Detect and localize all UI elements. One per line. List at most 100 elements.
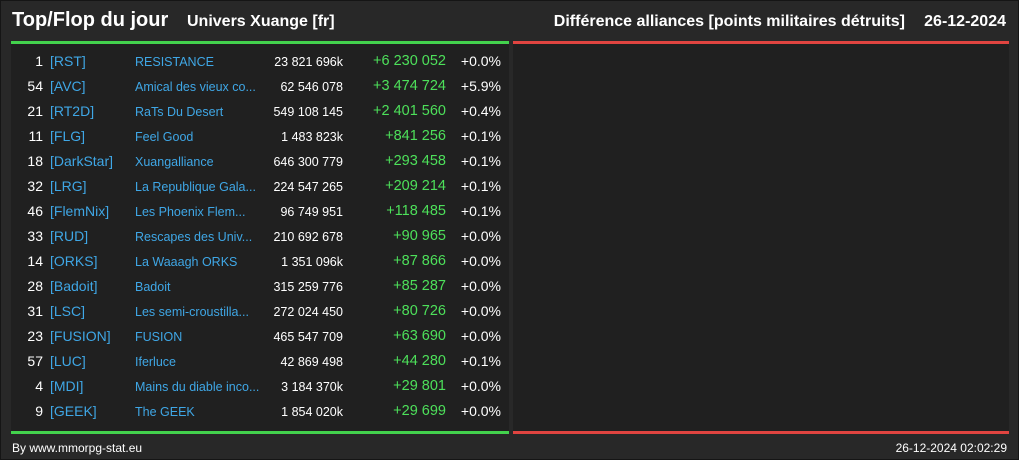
difference-cell: +6 230 052 <box>373 53 446 69</box>
points-cell: 224 547 265 <box>273 180 343 194</box>
alliance-name-link[interactable]: La Republique Gala... <box>135 180 256 194</box>
difference-cell: +44 280 <box>393 353 446 369</box>
alliance-name-link[interactable]: Xuangalliance <box>135 155 214 169</box>
table-row: 23 [FUSION] FUSION 465 547 709 +63 690 +0.0% <box>11 324 509 349</box>
table-row: 18 [DarkStar] Xuangalliance 646 300 779 +293… <box>11 149 509 174</box>
rank-cell: 54 <box>27 78 43 94</box>
rank-cell: 11 <box>28 128 43 144</box>
alliance-name-link[interactable]: Amical des vieux co... <box>135 80 256 94</box>
percent-cell: +0.0% <box>460 328 501 344</box>
points-cell: 549 108 145 <box>273 105 343 119</box>
percent-cell: +0.4% <box>460 103 501 119</box>
alliance-tag-link[interactable]: [MDI] <box>50 378 84 394</box>
alliance-tag-link[interactable]: [RT2D] <box>50 103 95 119</box>
alliance-name-link[interactable]: Rescapes des Univ... <box>135 230 253 244</box>
table-row: 21 [RT2D] RaTs Du Desert 549 108 145 +2 401 … <box>11 99 509 124</box>
difference-cell: +209 214 <box>385 178 446 194</box>
table-row: 14 [ORKS] La Waaagh ORKS 1 351 096k +87 866 +… <box>11 249 509 274</box>
alliance-name-link[interactable]: Mains du diable inco... <box>135 380 260 394</box>
flop-panel <box>513 41 1009 434</box>
percent-cell: +0.1% <box>460 178 501 194</box>
alliance-tag-link[interactable]: [AVC] <box>50 78 86 94</box>
percent-cell: +0.0% <box>460 278 501 294</box>
rank-cell: 21 <box>27 103 43 119</box>
difference-cell: +29 699 <box>393 403 446 419</box>
percent-cell: +0.1% <box>460 153 501 169</box>
rank-cell: 33 <box>27 228 43 244</box>
alliance-tag-link[interactable]: [Badoit] <box>50 278 98 294</box>
table-row: 1 [RST] RESISTANCE 23 821 696k +6 230 052 +0.… <box>11 49 509 74</box>
alliance-tag-link[interactable]: [FlemNix] <box>50 203 110 219</box>
alliance-name-link[interactable]: Feel Good <box>135 130 194 144</box>
points-cell: 315 259 776 <box>273 280 343 294</box>
rank-cell: 46 <box>27 203 43 219</box>
alliance-tag-link[interactable]: [ORKS] <box>50 253 98 269</box>
alliance-name-link[interactable]: RESISTANCE <box>135 55 214 69</box>
points-cell: 1 351 096k <box>281 255 343 269</box>
table-row: 33 [RUD] Rescapes des Univ... 210 692 678 +9… <box>11 224 509 249</box>
points-cell: 646 300 779 <box>273 155 343 169</box>
points-cell: 1 854 020k <box>281 405 343 419</box>
points-cell: 42 869 498 <box>280 355 343 369</box>
points-cell: 1 483 823k <box>281 130 343 144</box>
universe-label: Univers Xuange [fr] <box>187 13 335 30</box>
alliance-tag-link[interactable]: [FUSION] <box>50 328 111 344</box>
alliance-tag-link[interactable]: [LRG] <box>50 178 87 194</box>
table-row: 32 [LRG] La Republique Gala... 224 547 265 +… <box>11 174 509 199</box>
difference-cell: +85 287 <box>393 278 446 294</box>
percent-cell: +0.0% <box>460 378 501 394</box>
points-cell: 96 749 951 <box>280 205 343 219</box>
alliance-name-link[interactable]: FUSION <box>135 330 183 344</box>
difference-cell: +90 965 <box>393 228 446 244</box>
points-cell: 272 024 450 <box>273 305 343 319</box>
rank-cell: 9 <box>35 403 43 419</box>
points-cell: 465 547 709 <box>273 330 343 344</box>
difference-cell: +841 256 <box>385 128 446 144</box>
table-row: 31 [LSC] Les semi-croustilla... 272 024 450… <box>11 299 509 324</box>
alliance-tag-link[interactable]: [LSC] <box>50 303 86 319</box>
alliance-name-link[interactable]: RaTs Du Desert <box>135 105 224 119</box>
percent-cell: +0.0% <box>460 253 501 269</box>
alliance-name-link[interactable]: La Waaagh ORKS <box>135 255 238 269</box>
table-row: 11 [FLG] Feel Good 1 483 823k +841 256 +0.1% <box>11 124 509 149</box>
points-cell: 210 692 678 <box>273 230 343 244</box>
table-row: 57 [LUC] Iferluce 42 869 498 +44 280 +0.1% <box>11 349 509 374</box>
difference-cell: +87 866 <box>393 253 446 269</box>
top-panel: 1 [RST] RESISTANCE 23 821 696k +6 230 052 +0.… <box>11 41 509 434</box>
ranking-subtitle: Différence alliances [points militaires … <box>553 13 905 30</box>
alliance-tag-link[interactable]: [GEEK] <box>50 403 97 419</box>
percent-cell: +0.0% <box>460 403 501 419</box>
difference-cell: +118 485 <box>386 203 446 219</box>
percent-cell: +0.1% <box>460 353 501 369</box>
alliance-name-link[interactable]: Iferluce <box>135 355 176 369</box>
table-row: 46 [FlemNix] Les Phoenix Flem... 96 749 951… <box>11 199 509 224</box>
alliance-name-link[interactable]: Les semi-croustilla... <box>135 305 249 319</box>
rank-cell: 28 <box>27 278 43 294</box>
percent-cell: +5.9% <box>460 78 501 94</box>
rank-cell: 31 <box>27 303 43 319</box>
difference-cell: +2 401 560 <box>373 103 446 119</box>
alliance-tag-link[interactable]: [LUC] <box>50 353 86 369</box>
table-row: 54 [AVC] Amical des vieux co... 62 546 078 +… <box>11 74 509 99</box>
generated-timestamp: 26-12-2024 02:02:29 <box>895 441 1007 455</box>
difference-cell: +80 726 <box>393 303 446 319</box>
alliance-tag-link[interactable]: [FLG] <box>50 128 86 144</box>
alliance-name-link[interactable]: The GEEK <box>135 405 195 419</box>
percent-cell: +0.0% <box>460 303 501 319</box>
alliance-name-link[interactable]: Badoit <box>135 280 171 294</box>
rank-cell: 4 <box>35 378 43 394</box>
page-title: Top/Flop du jour <box>12 9 169 31</box>
top-rows-list: 1 [RST] RESISTANCE 23 821 696k +6 230 052 +0.… <box>11 49 509 424</box>
percent-cell: +0.0% <box>460 228 501 244</box>
rank-cell: 32 <box>27 178 43 194</box>
alliance-tag-link[interactable]: [RST] <box>50 53 86 69</box>
difference-cell: +29 801 <box>393 378 446 394</box>
points-cell: 62 546 078 <box>280 80 343 94</box>
alliance-tag-link[interactable]: [DarkStar] <box>50 153 114 169</box>
table-row: 9 [GEEK] The GEEK 1 854 020k +29 699 +0.0% <box>11 399 509 424</box>
ranking-date: 26-12-2024 <box>924 13 1006 30</box>
percent-cell: +0.1% <box>460 128 501 144</box>
alliance-name-link[interactable]: Les Phoenix Flem... <box>135 205 246 219</box>
alliance-tag-link[interactable]: [RUD] <box>50 228 89 244</box>
